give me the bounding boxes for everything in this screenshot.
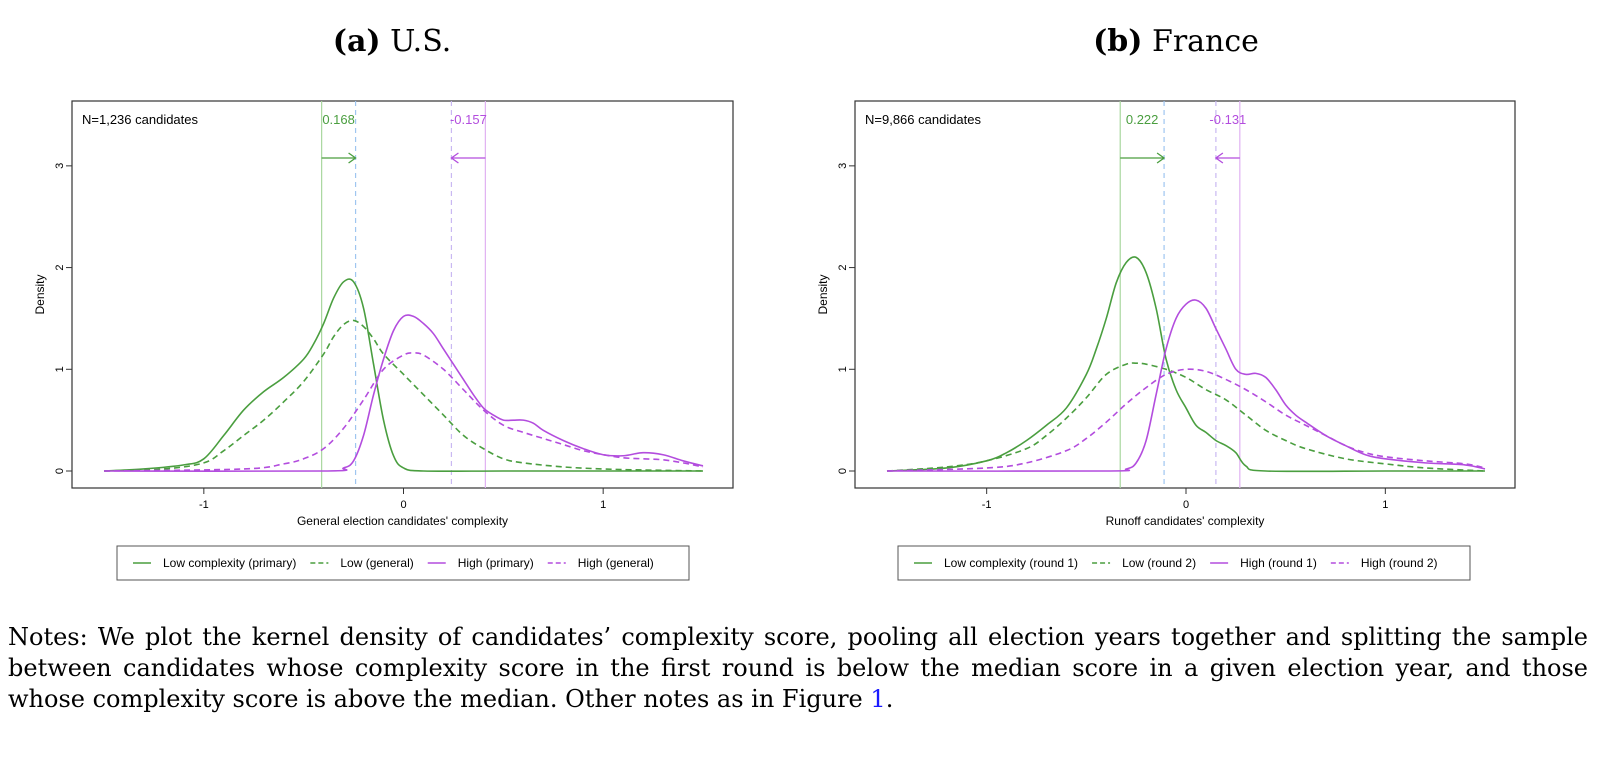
shift-value-label: -0.131 [1209,112,1246,127]
legend-label: Low complexity (primary) [163,556,296,570]
figure-reference-link[interactable]: 1 [870,685,886,713]
x-tick-label: -1 [199,499,209,511]
x-tick-label: 1 [1382,499,1388,511]
shift-value-label: -0.157 [450,112,487,127]
shift-arrow-head [348,152,357,164]
density-curve [886,299,1486,472]
shift-arrow-head [1156,152,1166,164]
plot-b: -1 0 1 0 1 2 3 Runoff candidates' complexity Den… [816,100,1516,581]
legend: Low complexity (primary) Low (general) Hig… [116,545,690,581]
y-tick-label: 1 [54,366,66,372]
plot-frame [71,100,734,489]
panel-b: (b) France -1 0 1 0 1 2 3 Runoff candidates' co… [816,24,1516,581]
y-axis-label: Density [816,274,830,314]
x-tick-label: 0 [1183,499,1189,511]
panel-a: (a) U.S. -1 0 1 0 1 2 3 General election candid… [33,24,734,581]
legend: Low complexity (round 1) Low (round 2) Hig… [897,545,1471,581]
shift-value-label: 0.222 [1126,112,1159,127]
legend-label: High (general) [578,556,654,570]
legend-label: High (primary) [458,556,534,570]
x-tick-label: 0 [400,499,406,511]
plot-a: -1 0 1 0 1 2 3 General election candidates' com… [33,100,734,581]
legend-label: High (round 2) [1361,556,1438,570]
legend-box [897,545,1471,581]
density-curve [103,314,704,473]
y-tick-label: 0 [54,468,66,474]
notes-text: Notes: We plot the kernel density of can… [8,623,1588,713]
y-tick-label: 2 [54,265,66,271]
legend-label: Low (general) [340,556,413,570]
x-tick-label: 1 [600,499,606,511]
x-axis-label: Runoff candidates' complexity [1106,514,1265,528]
x-tick-label: -1 [982,499,992,511]
density-curve [886,256,1485,473]
y-tick-label: 2 [837,265,849,271]
legend-label: High (round 1) [1240,556,1317,570]
notes-end: . [885,685,894,713]
panel-b-title: (b) France [1093,24,1259,59]
figure-notes: Notes: We plot the kernel density of can… [8,622,1588,715]
shift-value-label: 0.168 [322,112,355,127]
density-curve [103,278,703,473]
shift-arrow-head [1214,152,1224,164]
y-tick-label: 3 [837,163,849,169]
sample-size-label: N=1,236 candidates [82,112,199,127]
density-curve [886,368,1486,472]
y-tick-label: 1 [837,366,849,372]
shift-arrow-head [450,152,459,164]
y-tick-label: 3 [54,163,66,169]
legend-label: Low complexity (round 1) [944,556,1078,570]
legend-label: Low (round 2) [1122,556,1196,570]
density-curve [103,319,704,472]
y-tick-label: 0 [837,468,849,474]
x-axis-label: General election candidates' complexity [297,514,508,528]
legend-box [116,545,690,581]
plot-frame [854,100,1516,489]
y-axis-label: Density [33,274,47,314]
density-curve [886,362,1486,472]
panel-a-title: (a) U.S. [333,24,451,59]
sample-size-label: N=9,866 candidates [865,112,982,127]
density-curve [103,352,704,472]
